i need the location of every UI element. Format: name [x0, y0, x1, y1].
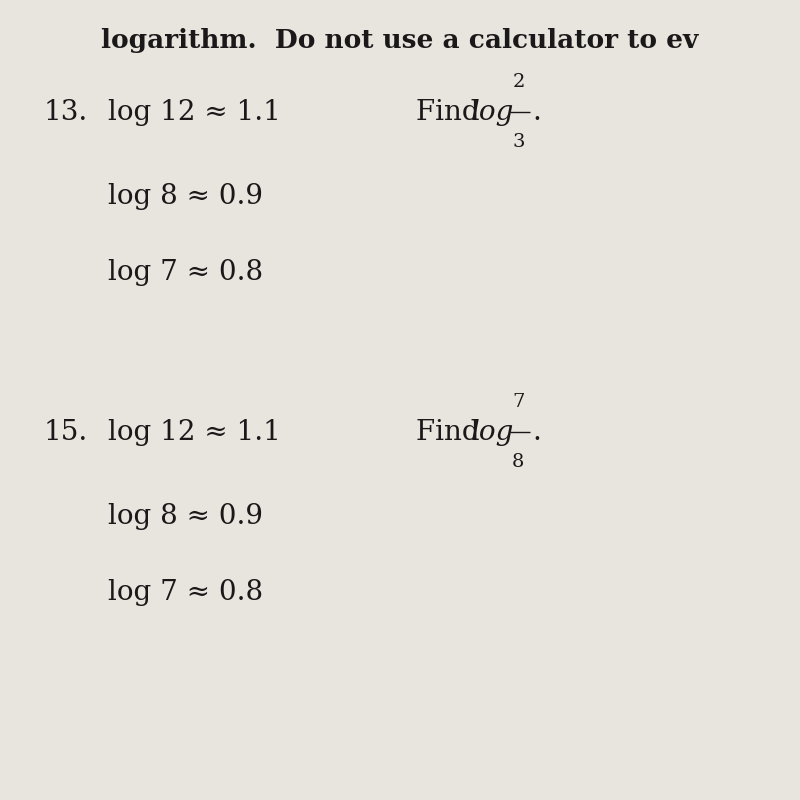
Text: 7: 7	[512, 393, 525, 410]
Text: 3: 3	[512, 134, 525, 151]
Text: .: .	[533, 418, 542, 446]
Text: log 7 ≈ 0.8: log 7 ≈ 0.8	[108, 578, 263, 606]
Text: log: log	[470, 418, 514, 446]
Text: log 12 ≈ 1.1: log 12 ≈ 1.1	[108, 98, 281, 126]
Text: 2: 2	[512, 73, 525, 90]
Text: log: log	[470, 98, 514, 126]
Text: .: .	[533, 98, 542, 126]
Text: Find: Find	[416, 418, 489, 446]
Text: log 8 ≈ 0.9: log 8 ≈ 0.9	[108, 502, 263, 530]
Text: log 7 ≈ 0.8: log 7 ≈ 0.8	[108, 258, 263, 286]
Text: logarithm.  Do not use a calculator to ev: logarithm. Do not use a calculator to ev	[102, 28, 698, 53]
Text: 13.: 13.	[44, 98, 88, 126]
Text: 15.: 15.	[44, 418, 88, 446]
Text: 8: 8	[512, 454, 525, 471]
Text: log 8 ≈ 0.9: log 8 ≈ 0.9	[108, 182, 263, 210]
Text: log 12 ≈ 1.1: log 12 ≈ 1.1	[108, 418, 281, 446]
Text: Find: Find	[416, 98, 489, 126]
